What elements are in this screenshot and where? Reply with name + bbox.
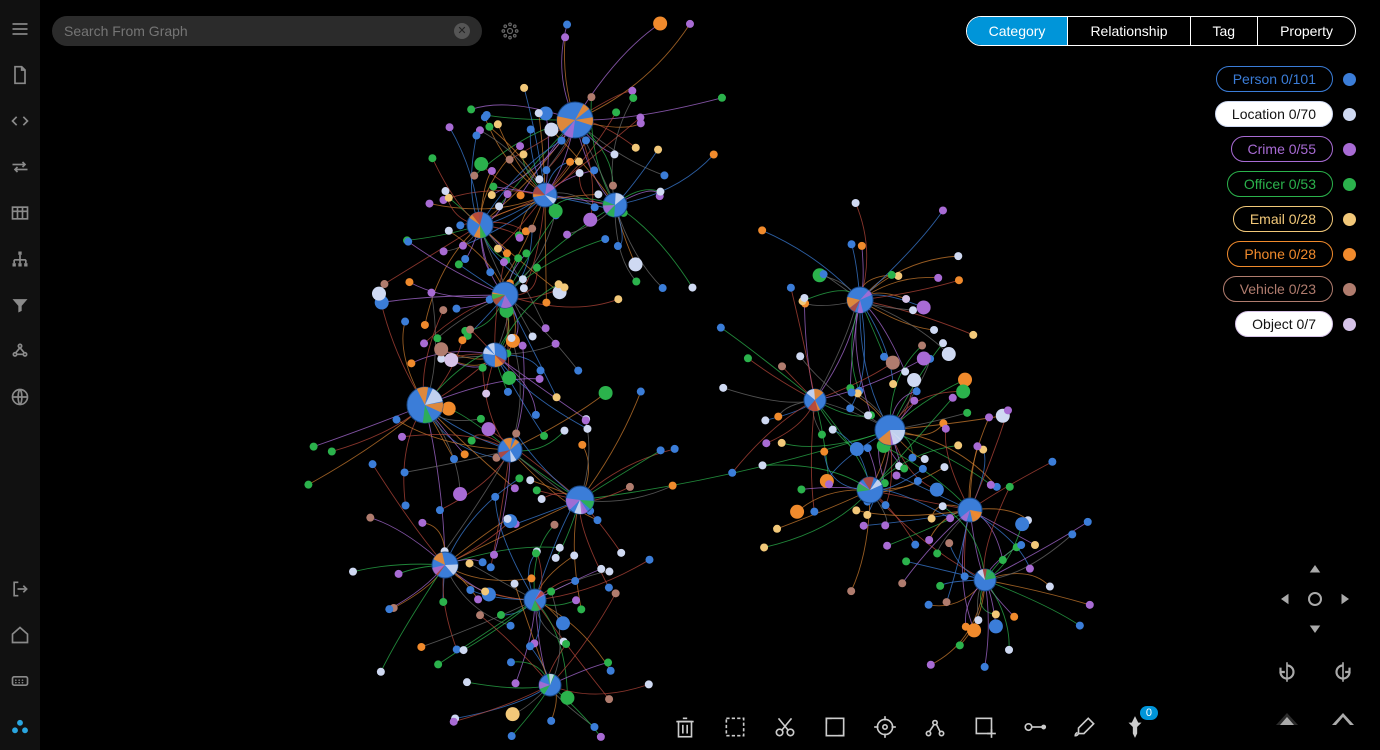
legend-pill[interactable]: Object 0/7	[1235, 311, 1333, 337]
menu-icon[interactable]	[0, 6, 40, 52]
legend-pill[interactable]: Vehicle 0/23	[1223, 276, 1333, 302]
legend-dot-icon	[1343, 178, 1356, 191]
search-input[interactable]	[64, 23, 454, 39]
legend-pill[interactable]: Location 0/70	[1215, 101, 1333, 127]
expand-icon[interactable]	[822, 714, 848, 740]
filter-icon[interactable]	[0, 282, 40, 328]
legend-dot-icon	[1343, 213, 1356, 226]
pan-left-icon[interactable]	[1274, 586, 1300, 612]
logout-icon[interactable]	[0, 566, 40, 612]
pin-icon[interactable]: 0	[1122, 714, 1148, 740]
legend-dot-icon	[1343, 143, 1356, 156]
legend-dot-icon	[1343, 318, 1356, 331]
pan-up-icon[interactable]	[1302, 558, 1328, 584]
add-node-icon[interactable]	[972, 714, 998, 740]
legend-row: Object 0/7	[1215, 311, 1356, 337]
graph-stage[interactable]: ✕ CategoryRelationshipTagProperty Person…	[40, 0, 1380, 750]
filter-tab-property[interactable]: Property	[1258, 17, 1355, 45]
legend-row: Phone 0/28	[1215, 241, 1356, 267]
legend-panel: Person 0/101 Location 0/70 Crime 0/55 Offic…	[1215, 66, 1356, 337]
table-icon[interactable]	[0, 190, 40, 236]
rotate-left-icon[interactable]	[1274, 659, 1300, 690]
clear-search-icon[interactable]: ✕	[454, 23, 470, 39]
pan-right-icon[interactable]	[1330, 586, 1356, 612]
keyboard-icon[interactable]	[0, 658, 40, 704]
nav-pad	[1274, 558, 1356, 640]
legend-row: Officer 0/53	[1215, 171, 1356, 197]
bottom-toolbar: 0	[672, 714, 1148, 740]
graph-view-icon[interactable]	[0, 704, 40, 750]
home-icon[interactable]	[0, 612, 40, 658]
cluster-icon[interactable]	[0, 328, 40, 374]
rotate-right-icon[interactable]	[1330, 659, 1356, 690]
brush-icon[interactable]	[1072, 714, 1098, 740]
filter-tabs: CategoryRelationshipTagProperty	[966, 16, 1356, 46]
filter-tab-category[interactable]: Category	[967, 17, 1069, 45]
legend-pill[interactable]: Person 0/101	[1216, 66, 1333, 92]
left-sidebar	[0, 0, 40, 750]
legend-pill[interactable]: Officer 0/53	[1227, 171, 1333, 197]
legend-pill[interactable]: Crime 0/55	[1231, 136, 1333, 162]
recenter-icon[interactable]	[1302, 586, 1328, 612]
legend-row: Vehicle 0/23	[1215, 276, 1356, 302]
legend-pill[interactable]: Email 0/28	[1233, 206, 1333, 232]
hierarchy-icon[interactable]	[0, 236, 40, 282]
legend-row: Location 0/70	[1215, 101, 1356, 127]
pan-down-icon[interactable]	[1302, 614, 1328, 640]
legend-row: Person 0/101	[1215, 66, 1356, 92]
legend-row: Crime 0/55	[1215, 136, 1356, 162]
legend-dot-icon	[1343, 248, 1356, 261]
cut-icon[interactable]	[772, 714, 798, 740]
code-icon[interactable]	[0, 98, 40, 144]
legend-dot-icon	[1343, 108, 1356, 121]
network-canvas[interactable]	[40, 0, 1380, 750]
target-icon[interactable]	[872, 714, 898, 740]
legend-row: Email 0/28	[1215, 206, 1356, 232]
legend-pill[interactable]: Phone 0/28	[1227, 241, 1333, 267]
legend-dot-icon	[1343, 283, 1356, 296]
globe-icon[interactable]	[0, 374, 40, 420]
legend-dot-icon	[1343, 73, 1356, 86]
zoom-in-icon[interactable]	[1330, 711, 1356, 736]
pin-badge: 0	[1140, 706, 1158, 720]
path-icon[interactable]	[922, 714, 948, 740]
search-input-wrap: ✕	[52, 16, 482, 46]
link-icon[interactable]	[1022, 714, 1048, 740]
select-icon[interactable]	[722, 714, 748, 740]
file-icon[interactable]	[0, 52, 40, 98]
layout-settings-icon[interactable]	[500, 21, 520, 41]
zoom-out-icon[interactable]	[1274, 711, 1300, 736]
filter-tab-tag[interactable]: Tag	[1191, 17, 1259, 45]
filter-tab-relationship[interactable]: Relationship	[1068, 17, 1190, 45]
transfer-icon[interactable]	[0, 144, 40, 190]
delete-icon[interactable]	[672, 714, 698, 740]
